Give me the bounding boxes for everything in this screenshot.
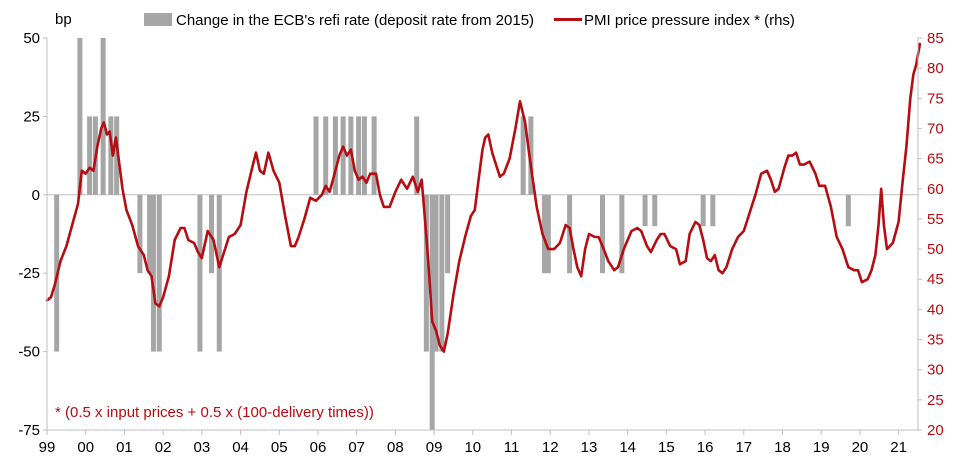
legend: Change in the ECB's refi rate (deposit r… — [144, 12, 795, 29]
right-tick-label: 55 — [927, 211, 944, 228]
bar — [414, 116, 420, 195]
x-tick-label: 13 — [581, 439, 598, 456]
right-tick-label: 75 — [927, 90, 944, 107]
x-axis-ticks: 99 00 01 02 03 04 05 06 07 08 09 10 11 12 13 14 15 16 17 18… — [39, 430, 907, 456]
left-tick-label: -75 — [18, 422, 40, 439]
bar — [100, 38, 106, 195]
left-tick-label: 50 — [23, 30, 40, 47]
bar — [87, 116, 93, 195]
right-tick-label: 60 — [927, 181, 944, 198]
bar — [114, 116, 120, 195]
bar — [700, 194, 706, 227]
bar — [313, 116, 319, 195]
right-tick-label: 40 — [927, 301, 944, 318]
x-tick-label: 05 — [271, 439, 288, 456]
bar — [108, 116, 114, 195]
x-tick-label: 14 — [619, 439, 636, 456]
line-series — [45, 42, 922, 353]
x-tick-label: 12 — [542, 439, 559, 456]
x-tick-label: 09 — [426, 439, 443, 456]
right-tick-label: 20 — [927, 422, 944, 439]
legend-swatch-bar — [144, 13, 172, 26]
bar — [439, 194, 445, 352]
footnote-annotation: * (0.5 x input prices + 0.5 x (100-deliv… — [55, 404, 374, 421]
bar — [332, 116, 338, 195]
x-tick-label: 99 — [39, 439, 56, 456]
right-tick-label: 25 — [927, 392, 944, 409]
bar — [541, 194, 547, 274]
right-axis-ticks: 85 80 75 70 65 60 55 50 45 40 35 30 25 20 — [918, 30, 944, 439]
right-tick-label: 50 — [927, 241, 944, 258]
bar — [652, 194, 658, 227]
x-tick-label: 00 — [77, 439, 94, 456]
bar — [433, 194, 439, 352]
x-tick-label: 02 — [155, 439, 172, 456]
bar — [340, 116, 346, 195]
x-tick-label: 01 — [116, 439, 133, 456]
bar — [619, 194, 625, 274]
x-tick-label: 04 — [232, 439, 249, 456]
bar — [710, 194, 716, 227]
left-tick-label: 25 — [23, 108, 40, 125]
x-tick-label: 20 — [852, 439, 869, 456]
bar — [445, 194, 451, 274]
left-axis-ticks: 50 25 0 -25 -50 -75 — [18, 30, 47, 439]
bar — [137, 194, 143, 274]
x-tick-label: 18 — [774, 439, 791, 456]
x-tick-label: 21 — [890, 439, 907, 456]
bar — [216, 194, 222, 352]
x-tick-label: 06 — [310, 439, 327, 456]
x-tick-label: 07 — [348, 439, 365, 456]
x-tick-label: 03 — [194, 439, 211, 456]
bar — [77, 38, 83, 195]
right-tick-label: 70 — [927, 120, 944, 137]
pmi-line — [45, 42, 922, 353]
bar — [147, 194, 153, 274]
x-tick-label: 15 — [658, 439, 675, 456]
right-tick-label: 85 — [927, 30, 944, 47]
legend-label-bar: Change in the ECB's refi rate (deposit r… — [176, 12, 534, 29]
legend-label-line: PMI price pressure index * (rhs) — [584, 12, 795, 29]
bar — [845, 194, 851, 227]
bar — [323, 116, 329, 195]
right-tick-label: 30 — [927, 362, 944, 379]
bar — [642, 194, 648, 227]
bar — [356, 116, 362, 195]
left-axis-unit-label: bp — [55, 11, 72, 28]
x-tick-label: 08 — [387, 439, 404, 456]
right-tick-label: 45 — [927, 271, 944, 288]
bar — [197, 194, 203, 352]
bar — [156, 194, 162, 352]
right-tick-label: 35 — [927, 332, 944, 349]
bar — [528, 116, 534, 195]
x-tick-label: 17 — [735, 439, 752, 456]
bar — [371, 116, 377, 195]
right-tick-label: 65 — [927, 151, 944, 168]
x-tick-label: 16 — [697, 439, 714, 456]
bar — [361, 116, 367, 195]
bar — [520, 116, 526, 195]
bar — [423, 194, 429, 352]
bar — [209, 194, 215, 274]
x-tick-label: 19 — [813, 439, 830, 456]
bar — [545, 194, 551, 274]
x-tick-label: 10 — [464, 439, 481, 456]
bar-series — [54, 38, 851, 430]
left-tick-label: -25 — [18, 265, 40, 282]
x-tick-label: 11 — [504, 439, 520, 456]
left-tick-label: 0 — [32, 187, 40, 204]
left-tick-label: -50 — [18, 344, 40, 361]
bar — [600, 194, 606, 274]
bar — [150, 194, 156, 352]
right-tick-label: 80 — [927, 60, 944, 77]
